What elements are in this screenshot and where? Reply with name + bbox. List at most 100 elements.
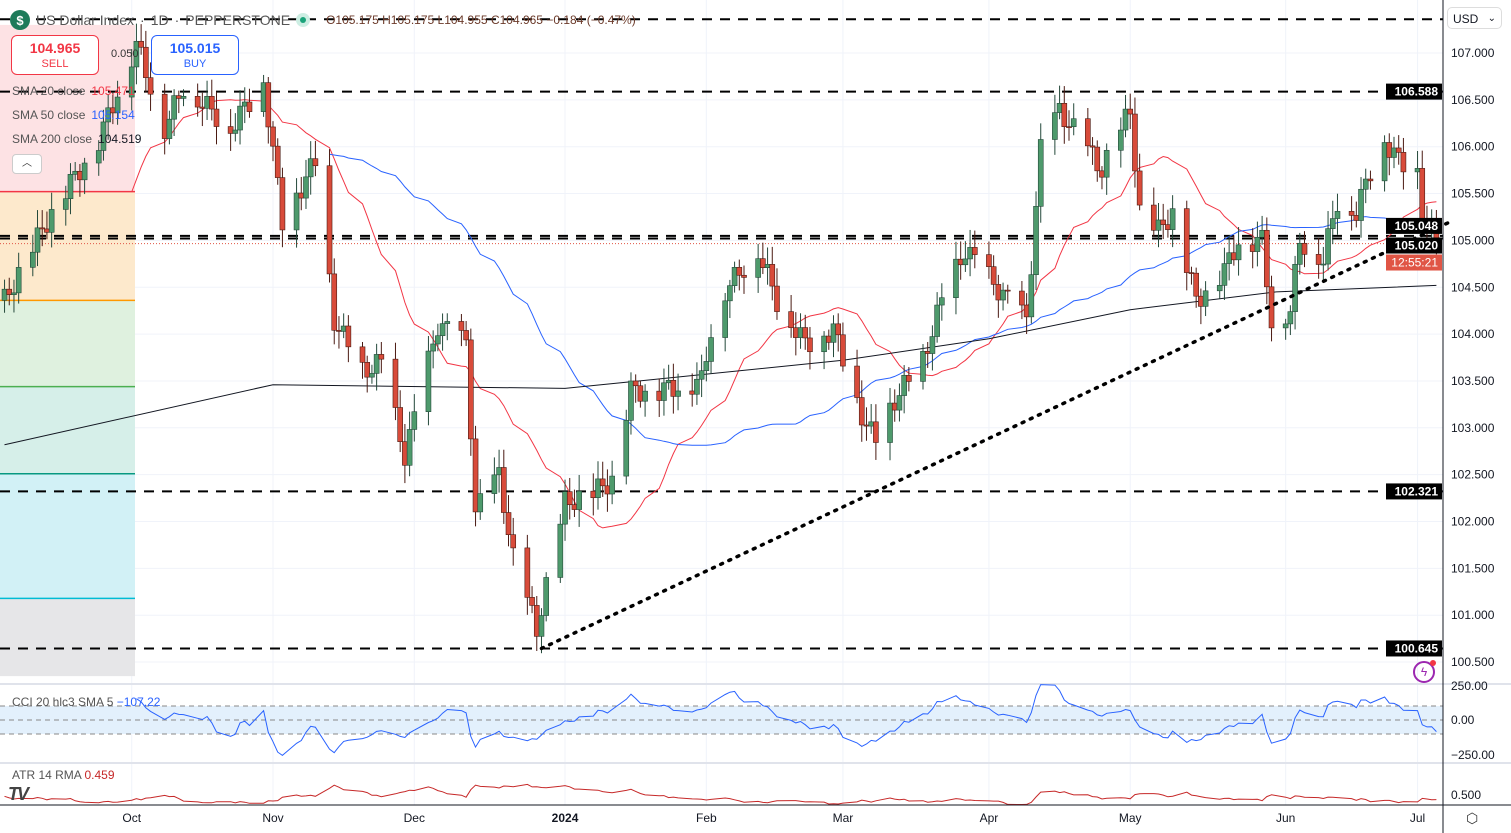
candle-up <box>934 304 940 337</box>
candle-down <box>1019 290 1025 306</box>
candle-down <box>769 264 776 287</box>
candle-up <box>595 478 601 499</box>
interval[interactable]: 1D <box>150 12 169 28</box>
low-value: L104.955 <box>437 13 488 27</box>
candle-up <box>133 40 140 68</box>
candle-down <box>1198 295 1204 307</box>
candle-down <box>1150 204 1157 231</box>
candle-down <box>345 325 352 348</box>
chevron-down-icon: ⌄ <box>1487 13 1496 24</box>
atr-legend[interactable]: ATR 14 RMA 0.459 <box>12 768 115 782</box>
fib-zone <box>0 191 135 301</box>
candle-down <box>807 337 813 353</box>
candle-down <box>906 375 912 382</box>
cci-line <box>136 684 1437 757</box>
candle-up <box>722 300 728 338</box>
sma200-legend[interactable]: SMA 200 close 104.519 <box>12 132 142 146</box>
candle-up <box>755 258 761 278</box>
candle-up <box>1292 264 1298 312</box>
candle-down <box>510 534 517 549</box>
candle-down <box>77 170 83 181</box>
tradingview-logo[interactable]: TV <box>8 784 29 804</box>
candle-up <box>623 420 630 477</box>
candle-up <box>821 335 827 353</box>
candle-down <box>402 441 408 466</box>
candle-down <box>1188 272 1195 274</box>
candle-up <box>708 337 714 362</box>
sma20-legend[interactable]: SMA 20 close 105.471 <box>12 84 135 98</box>
candle-up <box>1 288 8 301</box>
cci-tick-label: 0.00 <box>1451 713 1475 727</box>
candle-down <box>364 362 371 378</box>
candle-up <box>237 105 243 131</box>
candle-down <box>689 390 696 395</box>
candle-down <box>863 424 870 427</box>
candle-up <box>1070 118 1077 128</box>
price-tick-label: 105.500 <box>1451 187 1495 201</box>
candle-up <box>896 395 903 411</box>
candle-up <box>477 493 484 513</box>
candle-up <box>628 380 634 421</box>
candle-down <box>529 597 535 606</box>
candle-down <box>774 285 780 312</box>
candle-down <box>397 407 403 442</box>
candle-down <box>835 323 842 336</box>
candle-up <box>1202 290 1209 307</box>
candle-down <box>213 108 220 127</box>
price-tick-label: 102.500 <box>1451 468 1495 482</box>
candle-up <box>29 251 36 268</box>
candle-up <box>953 258 959 298</box>
candle-up <box>887 402 893 443</box>
cci-tick-label: −250.00 <box>1451 748 1495 762</box>
candle-up <box>538 615 545 637</box>
candle-down <box>873 421 879 443</box>
candle-up <box>1414 168 1421 173</box>
sma50-legend[interactable]: SMA 50 close 105.154 <box>12 108 135 122</box>
buy-button[interactable]: 105.015 BUY <box>151 35 239 75</box>
price-tick-label: 104.000 <box>1451 327 1495 341</box>
candle-down <box>604 485 611 495</box>
candle-up <box>11 292 17 295</box>
candle-down <box>298 192 305 199</box>
candle-up <box>1118 129 1124 151</box>
candle-down <box>199 106 206 109</box>
symbol-legend[interactable]: $ US Dollar Index · 1D · PEPPERSTONE O10… <box>10 10 636 30</box>
trendline[interactable] <box>539 219 1453 651</box>
candle-up <box>557 523 564 578</box>
candle-up <box>293 192 300 231</box>
candle-down <box>44 228 50 233</box>
cci-legend[interactable]: CCI 20 hlc3 SMA 5 −107.22 <box>12 695 161 709</box>
time-tick-label: Apr <box>980 811 999 825</box>
symbol-name[interactable]: US Dollar Index <box>36 12 135 28</box>
candle-down <box>1367 178 1374 182</box>
candle-up <box>797 327 804 338</box>
price-tick-label: 107.000 <box>1451 46 1495 60</box>
time-tick-label: Nov <box>262 811 283 825</box>
candle-down <box>227 126 234 134</box>
candle-down <box>524 547 531 598</box>
level-price-badge <box>1386 83 1442 100</box>
sma50-value: 105.154 <box>91 108 135 122</box>
data-source: PEPPERSTONE <box>185 12 291 28</box>
collapse-legend-button[interactable]: ︿ <box>12 154 42 174</box>
candle-up <box>171 95 177 120</box>
high-value: H105.175 <box>382 13 435 27</box>
candle-up <box>1155 219 1162 231</box>
candle-up <box>62 198 69 210</box>
currency-dropdown[interactable]: USD ⌄ <box>1447 7 1502 29</box>
candle-down <box>1348 211 1355 216</box>
candle-up <box>373 354 380 374</box>
sell-button[interactable]: 104.965 SELL <box>11 35 99 75</box>
candle-up <box>1169 208 1176 230</box>
candle-down <box>1136 170 1143 206</box>
spread-value: 0.050 <box>111 48 139 60</box>
cci-tick-label: 250.00 <box>1451 679 1488 693</box>
fib-retracement[interactable] <box>0 24 135 677</box>
moving-averages <box>4 99 1437 529</box>
buy-label: BUY <box>183 58 207 70</box>
chart-settings-icon[interactable]: ⬡ <box>1466 810 1479 826</box>
alerts-lightning-icon[interactable]: ϟ <box>1413 660 1436 683</box>
candle-down <box>161 93 168 139</box>
candle-up <box>1216 285 1223 292</box>
